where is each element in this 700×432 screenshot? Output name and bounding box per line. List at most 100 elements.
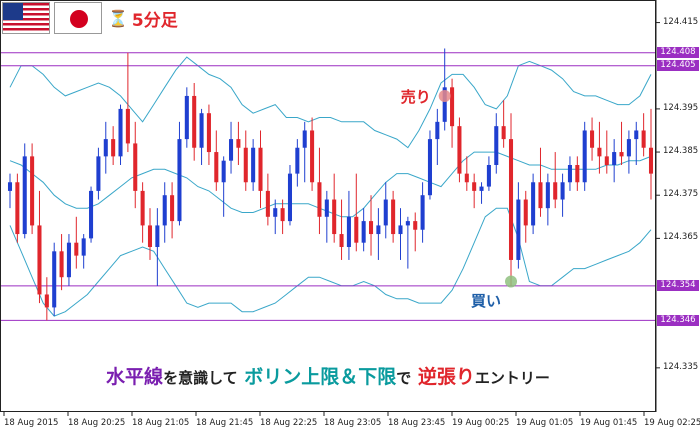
candle-body	[280, 208, 285, 222]
candle-body	[111, 139, 116, 157]
candle-body	[479, 186, 484, 191]
candle-body	[361, 221, 366, 243]
y-tick-label: 124.415	[663, 16, 699, 27]
candle-body	[648, 147, 654, 174]
candle-body	[177, 139, 182, 222]
x-tick-label: 19 Aug 01:05	[516, 418, 574, 428]
y-tick-label: 124.375	[663, 189, 699, 200]
candle-body	[354, 216, 359, 243]
candle-body	[287, 173, 293, 222]
candle-body	[405, 221, 410, 226]
candle-body	[435, 121, 440, 140]
banner-horizontal-line: 水平線	[106, 366, 164, 388]
candle-body	[206, 113, 211, 153]
buy-signal-marker	[505, 275, 518, 288]
price-level-tag: 124.405	[657, 60, 699, 72]
candle-body	[450, 87, 455, 127]
candle-body	[516, 199, 521, 260]
candle-body	[81, 238, 86, 256]
x-tick-label: 18 Aug 21:05	[132, 418, 190, 428]
banner-join-1: を意識して	[163, 369, 238, 387]
price-level-tag: 124.408	[657, 47, 699, 59]
banner-entry: エントリー	[474, 369, 550, 387]
y-tick-label: 124.395	[663, 102, 699, 113]
candle-body	[74, 242, 79, 256]
candle-body	[545, 182, 550, 209]
chart-header: ⏳ 5分足	[2, 2, 178, 34]
candle-body	[383, 199, 388, 226]
candle-body	[612, 152, 617, 165]
candle-body	[339, 234, 344, 247]
candle-body	[604, 156, 609, 165]
candle-body	[103, 139, 108, 157]
buy-label: 買い	[471, 291, 502, 310]
candle-body	[125, 108, 130, 144]
x-tick-label: 18 Aug 23:05	[324, 418, 382, 428]
candle-body	[486, 165, 491, 187]
candle-body	[508, 139, 514, 260]
x-tick-label: 18 Aug 20:25	[68, 418, 126, 428]
candle-body	[22, 156, 27, 235]
candle-body	[221, 160, 226, 183]
x-tick-label: 18 Aug 21:45	[196, 418, 254, 428]
us-flag-icon	[2, 2, 50, 34]
candle-body	[634, 130, 639, 140]
candle-body	[89, 190, 94, 239]
candle-body	[192, 95, 197, 148]
candle-body	[391, 199, 396, 235]
candle-body	[30, 156, 35, 226]
candle-body	[332, 199, 337, 235]
candle-body	[368, 221, 374, 235]
candle-body	[96, 156, 101, 191]
x-tick-label: 18 Aug 22:25	[260, 418, 318, 428]
candle-body	[170, 195, 175, 222]
candle-body	[59, 251, 64, 278]
candle-body	[597, 147, 602, 157]
candle-body	[641, 130, 646, 148]
candle-body	[590, 130, 595, 148]
candle-body	[37, 225, 42, 295]
candle-body	[494, 126, 499, 165]
bollinger-upper-band	[9, 56, 652, 149]
candle-body	[575, 165, 580, 183]
candle-body	[501, 126, 506, 140]
x-tick-label: 19 Aug 02:25	[644, 418, 700, 428]
candle-body	[44, 294, 49, 308]
candle-body	[464, 173, 469, 183]
banner-counter-trend: 逆張り	[417, 366, 475, 388]
x-tick-label: 18 Aug 23:45	[388, 418, 446, 428]
candle-body	[243, 147, 248, 183]
candle-body	[567, 165, 572, 183]
candle-body	[258, 147, 263, 191]
candle-body	[531, 182, 536, 226]
candle-body	[52, 251, 57, 308]
candle-body	[15, 182, 20, 235]
candle-body	[7, 182, 13, 191]
candle-body	[66, 242, 71, 278]
candle-body	[184, 95, 189, 140]
x-tick-label: 18 Aug 2015	[4, 418, 59, 428]
candle-body	[472, 182, 477, 191]
candle-body	[140, 190, 145, 226]
candle-body	[538, 182, 543, 209]
candle-body	[133, 143, 138, 191]
candle-body	[155, 225, 160, 247]
candle-body	[273, 208, 278, 217]
candle-body	[420, 195, 425, 230]
banner-bollinger-limits: ボリン上限＆下限	[244, 366, 397, 388]
sell-label: 売り	[400, 87, 431, 106]
candle-body	[442, 87, 447, 122]
y-tick-label: 124.385	[663, 146, 699, 157]
candle-body	[413, 221, 418, 230]
bollinger-lower-band	[9, 207, 652, 317]
candle-body	[553, 182, 558, 200]
strategy-banner: 水平線を意識して ボリン上限＆下限で 逆張りエントリー	[0, 362, 656, 389]
banner-join-2: で	[396, 369, 412, 387]
candle-body	[236, 139, 241, 148]
candle-body	[324, 199, 329, 217]
candle-body	[214, 152, 219, 183]
x-tick-label: 19 Aug 00:25	[452, 418, 510, 428]
candle-body	[457, 126, 462, 174]
